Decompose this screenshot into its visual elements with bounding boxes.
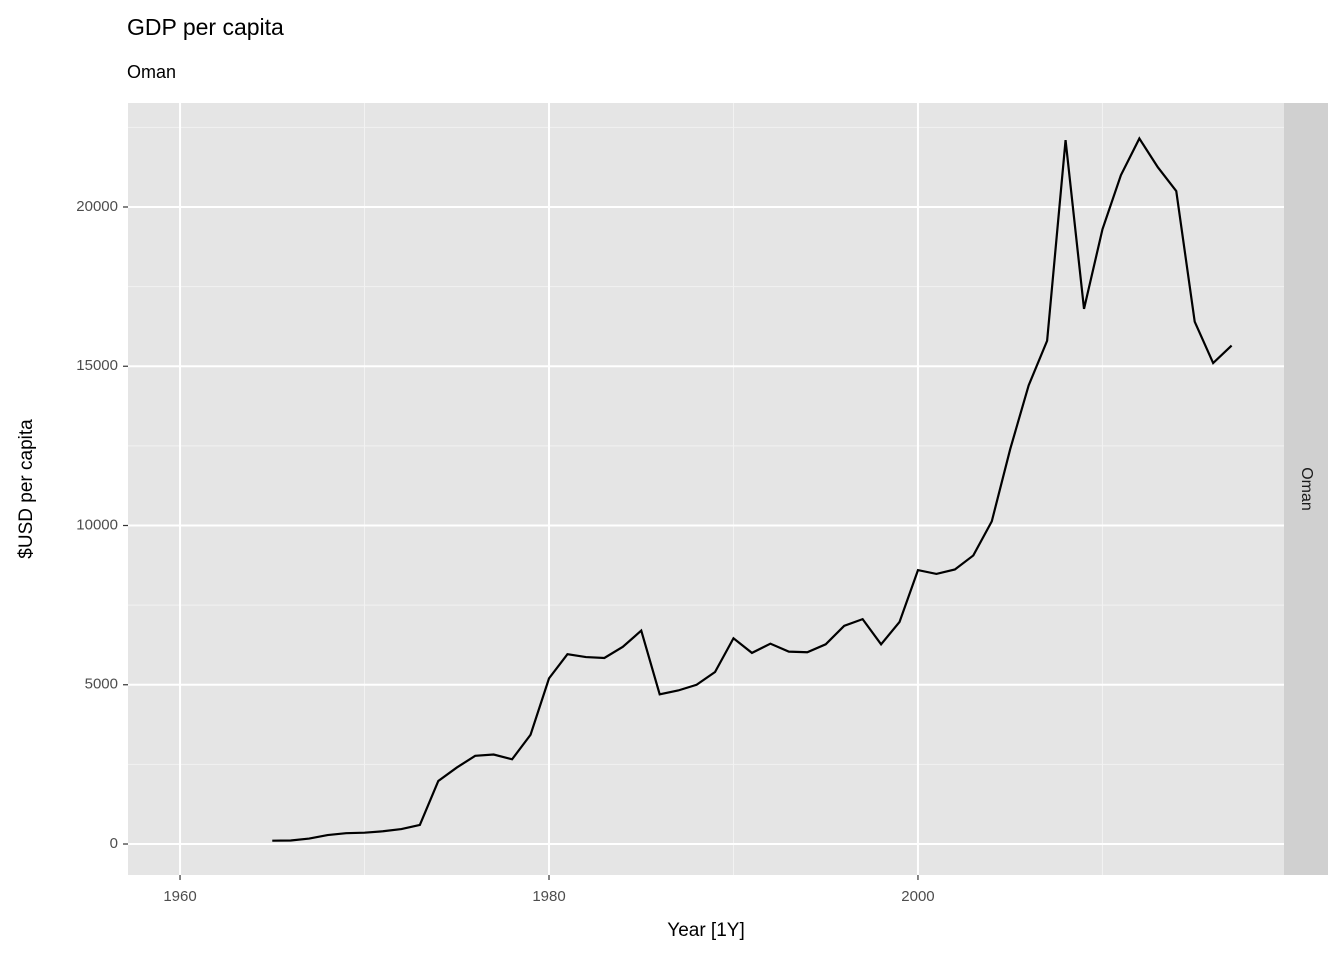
y-axis-label: $USD per capita [16,419,37,559]
chart-subtitle: Oman [127,62,176,82]
y-tick-label: 0 [110,835,118,852]
y-tick-label: 5000 [85,676,118,693]
strip-label: Oman [1298,467,1315,511]
data-line [272,136,1233,842]
x-tick-label: 1980 [532,888,565,905]
chart-title: GDP per capita [127,14,284,40]
y-tick-label: 20000 [76,198,118,215]
y-tick-label: 15000 [76,357,118,374]
x-tick-label: 1960 [163,888,196,905]
y-tick-label: 10000 [76,516,118,533]
panel [128,103,1284,875]
x-tick-label: 2000 [901,888,934,905]
x-axis-label: Year [1Y] [667,920,744,941]
strip [1284,103,1328,875]
